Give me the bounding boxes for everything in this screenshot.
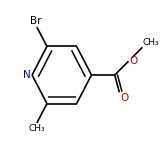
Text: N: N — [23, 70, 30, 80]
Text: O: O — [120, 93, 128, 103]
Text: CH₃: CH₃ — [143, 38, 160, 47]
Text: CH₃: CH₃ — [29, 124, 45, 133]
Text: Br: Br — [29, 16, 41, 26]
Text: O: O — [129, 56, 138, 66]
